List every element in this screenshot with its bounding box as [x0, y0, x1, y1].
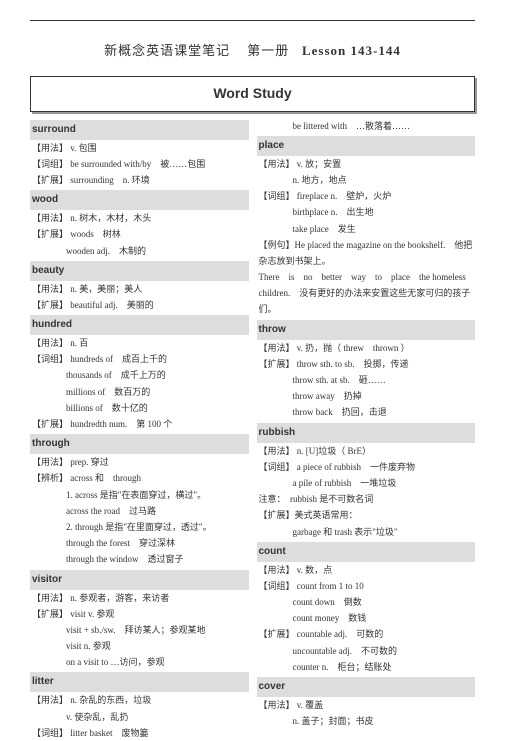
word-title-wood: wood [30, 190, 249, 210]
entry: 【扩展】美式英语常用： [257, 507, 476, 523]
word-title-visitor: visitor [30, 570, 249, 590]
entry: 【用法】 prep. 穿过 [30, 454, 249, 470]
entry: 【词组】 fireplace n. 壁炉，火炉 [257, 188, 476, 204]
entry: 【词组】 hundreds of 成百上千的 [30, 351, 249, 367]
entry: count down 倒数 [257, 594, 476, 610]
entry: 【例句】He placed the magazine on the booksh… [257, 237, 476, 269]
entry: n. 盖子；封面；书皮 [257, 713, 476, 729]
entry: 【用法】 n. 美，美丽；美人 [30, 281, 249, 297]
entry: 【词组】 a piece of rubbish 一件废弃物 [257, 459, 476, 475]
entry: 【用法】 n. 参观者，游客，来访者 [30, 590, 249, 606]
entry: throw sth. at sb. 砸…… [257, 372, 476, 388]
entry: throw away 扔掉 [257, 388, 476, 404]
page-header: 新概念英语课堂笔记 第一册 Lesson 143-144 [30, 39, 475, 62]
header-part: 第一册 [247, 43, 289, 58]
entry: on a visit to …访问，参观 [30, 654, 249, 670]
word-title-litter: litter [30, 672, 249, 692]
entry: 【词组】 litter basket 废物篓 [30, 725, 249, 741]
entry: 1. across 是指"在表面穿过，横过"。 [30, 487, 249, 503]
entry: 【扩展】 visit v. 参观 [30, 606, 249, 622]
left-column: surround 【用法】 v. 包围 【词组】 be surrounded w… [30, 118, 249, 741]
entry: take place 发生 [257, 221, 476, 237]
top-rule [30, 20, 475, 21]
entry: n. 地方，地点 [257, 172, 476, 188]
entry: 【用法】 n. 杂乱的东西，垃圾 [30, 692, 249, 708]
entry: count money 数钱 [257, 610, 476, 626]
entry: visit + sb./sw. 拜访某人；参观某地 [30, 622, 249, 638]
entry: a pile of rubbish 一堆垃圾 [257, 475, 476, 491]
right-column: be littered with …散落着…… place 【用法】 v. 放；… [257, 118, 476, 741]
entry: 【扩展】 hundredth num. 第 100 个 [30, 416, 249, 432]
entry: 注意： rubbish 是不可数名词 [257, 491, 476, 507]
entry: across the road 过马路 [30, 503, 249, 519]
entry: v. 使杂乱，乱扔 [30, 709, 249, 725]
entry: 【扩展】 throw sth. to sb. 投掷，传递 [257, 356, 476, 372]
word-title-throw: throw [257, 320, 476, 340]
entry: 【词组】 count from 1 to 10 [257, 578, 476, 594]
entry: 【扩展】 countable adj. 可数的 [257, 626, 476, 642]
entry: 【辨析】 across 和 through [30, 470, 249, 486]
entry: counter n. 柜台；结账处 [257, 659, 476, 675]
entry: 【用法】 n. [U]垃圾（ BrE） [257, 443, 476, 459]
word-title-through: through [30, 434, 249, 454]
entry: birthplace n. 出生地 [257, 204, 476, 220]
entry: throw back 扔回，击退 [257, 404, 476, 420]
entry: 【扩展】 surrounding n. 环境 [30, 172, 249, 188]
entry: uncountable adj. 不可数的 [257, 643, 476, 659]
entry: 【用法】 v. 包围 [30, 140, 249, 156]
word-title-cover: cover [257, 677, 476, 697]
entry: visit n. 参观 [30, 638, 249, 654]
entry: 2. through 是指"在里面穿过，透过"。 [30, 519, 249, 535]
entry: 【扩展】 beautiful adj. 美丽的 [30, 297, 249, 313]
entry: be littered with …散落着…… [257, 118, 476, 134]
entry: 【用法】 n. 百 [30, 335, 249, 351]
word-title-place: place [257, 136, 476, 156]
entry: There is no better way to place the home… [257, 269, 476, 318]
word-title-count: count [257, 542, 476, 562]
section-title: Word Study [31, 81, 474, 106]
header-chinese: 新概念英语课堂笔记 [104, 43, 230, 58]
entry: garbage 和 trash 表示"垃圾" [257, 524, 476, 540]
entry: 【用法】 n. 树木，木材，木头 [30, 210, 249, 226]
entry: through the forest 穿过深林 [30, 535, 249, 551]
entry: thousands of 成千上万的 [30, 367, 249, 383]
entry: 【用法】 v. 覆盖 [257, 697, 476, 713]
word-title-hundred: hundred [30, 315, 249, 335]
two-column-layout: surround 【用法】 v. 包围 【词组】 be surrounded w… [30, 118, 475, 741]
entry: 【用法】 v. 放；安置 [257, 156, 476, 172]
entry: millions of 数百万的 [30, 384, 249, 400]
word-title-rubbish: rubbish [257, 423, 476, 443]
entry: 【用法】 v. 扔，抛（ threw thrown ） [257, 340, 476, 356]
entry: 【扩展】 woods 树林 [30, 226, 249, 242]
entry: through the window 透过窗子 [30, 551, 249, 567]
word-title-surround: surround [30, 120, 249, 140]
entry: 【词组】 be surrounded with/by 被……包围 [30, 156, 249, 172]
entry: wooden adj. 木制的 [30, 243, 249, 259]
entry: billions of 数十亿的 [30, 400, 249, 416]
entry: 【用法】 v. 数，点 [257, 562, 476, 578]
word-title-beauty: beauty [30, 261, 249, 281]
section-box: Word Study [30, 76, 475, 111]
header-lesson: Lesson 143-144 [302, 43, 401, 58]
